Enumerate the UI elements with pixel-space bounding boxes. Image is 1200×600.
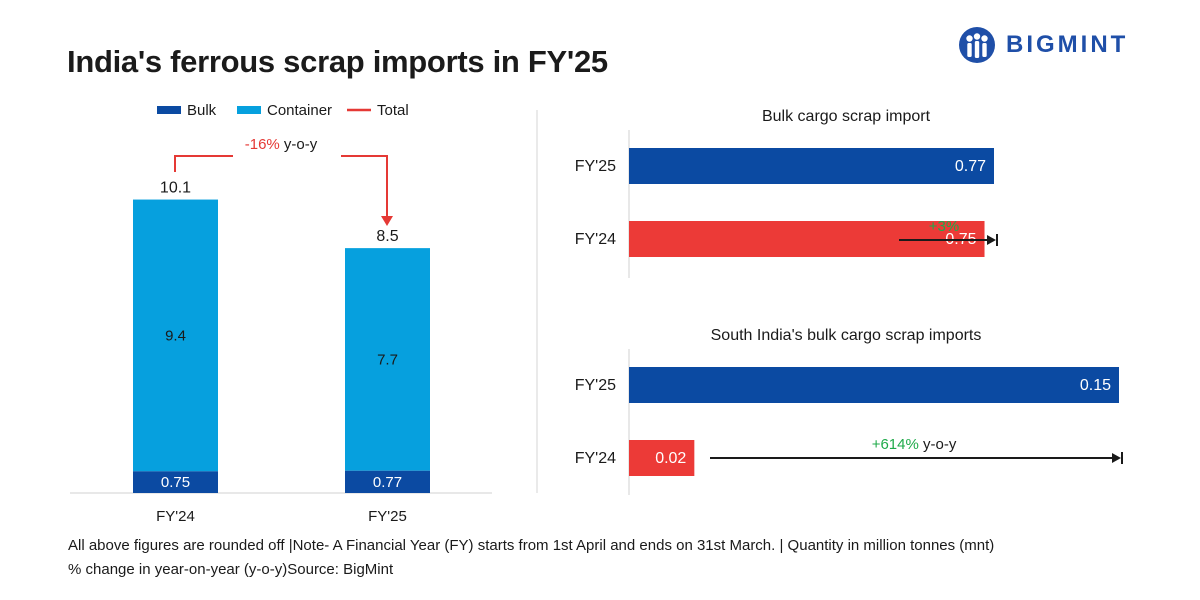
bar-bulk-1 (345, 470, 430, 493)
hbar-label-1-0: 0.77 (955, 158, 986, 175)
x-tick-0: FY'24 (156, 508, 195, 525)
bigmint-logo-icon (959, 27, 995, 63)
bar-container-0 (133, 199, 218, 472)
hbar-category-1-1: FY'24 (575, 231, 616, 248)
yoy-suffix: y-o-y (280, 136, 318, 153)
hbar-2-0 (629, 367, 1119, 403)
yoy-pct: -16% (245, 136, 280, 153)
yoy-arrowhead-icon (381, 216, 393, 226)
legend-label-container: Container (267, 102, 332, 119)
growth-pct-2: +614% (872, 436, 919, 453)
legend-label-total: Total (377, 102, 409, 119)
legend-swatch-bulk (157, 106, 181, 114)
chart-title: India's ferrous scrap imports in FY'25 (67, 44, 608, 79)
growth-arrowhead-icon-2 (1112, 453, 1121, 463)
label-total-0: 10.1 (160, 180, 191, 197)
hbar-category-2-1: FY'24 (575, 450, 616, 467)
label-container-0: 9.4 (165, 327, 186, 344)
legend-label-bulk: Bulk (187, 102, 217, 119)
bar-bulk-0 (133, 471, 218, 493)
panel-title-2: South India's bulk cargo scrap imports (711, 327, 982, 344)
footnote-line-2: % change in year-on-year (y-o-y)Source: … (68, 561, 394, 578)
legend-swatch-container (237, 106, 261, 114)
label-container-1: 7.7 (377, 351, 398, 368)
hbar-label-1-1: 0.75 (945, 231, 976, 248)
yoy-label-bg (233, 143, 341, 167)
hbar-1-1 (629, 221, 985, 257)
yoy-connector-line (174, 155, 388, 217)
hbar-category-2-0: FY'25 (575, 377, 616, 394)
hbar-1-0 (629, 148, 994, 184)
growth-suffix-2: y-o-y (919, 436, 957, 453)
growth-annotation-1: +3% (929, 218, 959, 235)
hbar-label-2-1: 0.02 (655, 450, 686, 467)
brand-name: BIGMINT (1006, 31, 1129, 58)
growth-arrowhead-icon-1 (987, 235, 996, 245)
hbar-2-1 (629, 440, 695, 476)
label-bulk-0: 0.75 (161, 474, 190, 491)
brand-logo: BIGMINT (958, 26, 1128, 64)
x-tick-1: FY'25 (368, 508, 407, 525)
panel-title-1: Bulk cargo scrap import (762, 108, 931, 125)
yoy-annotation: -16% y-o-y (245, 136, 318, 153)
footnote-line-1: All above figures are rounded off |Note-… (68, 537, 995, 554)
hbar-label-2-0: 0.15 (1080, 377, 1111, 394)
growth-annotation-2: +614% y-o-y (872, 436, 957, 453)
label-bulk-1: 0.77 (373, 474, 402, 491)
bar-container-1 (345, 248, 430, 471)
hbar-category-1-0: FY'25 (575, 158, 616, 175)
label-total-1: 8.5 (376, 228, 398, 245)
growth-pct-1: +3% (929, 218, 959, 235)
